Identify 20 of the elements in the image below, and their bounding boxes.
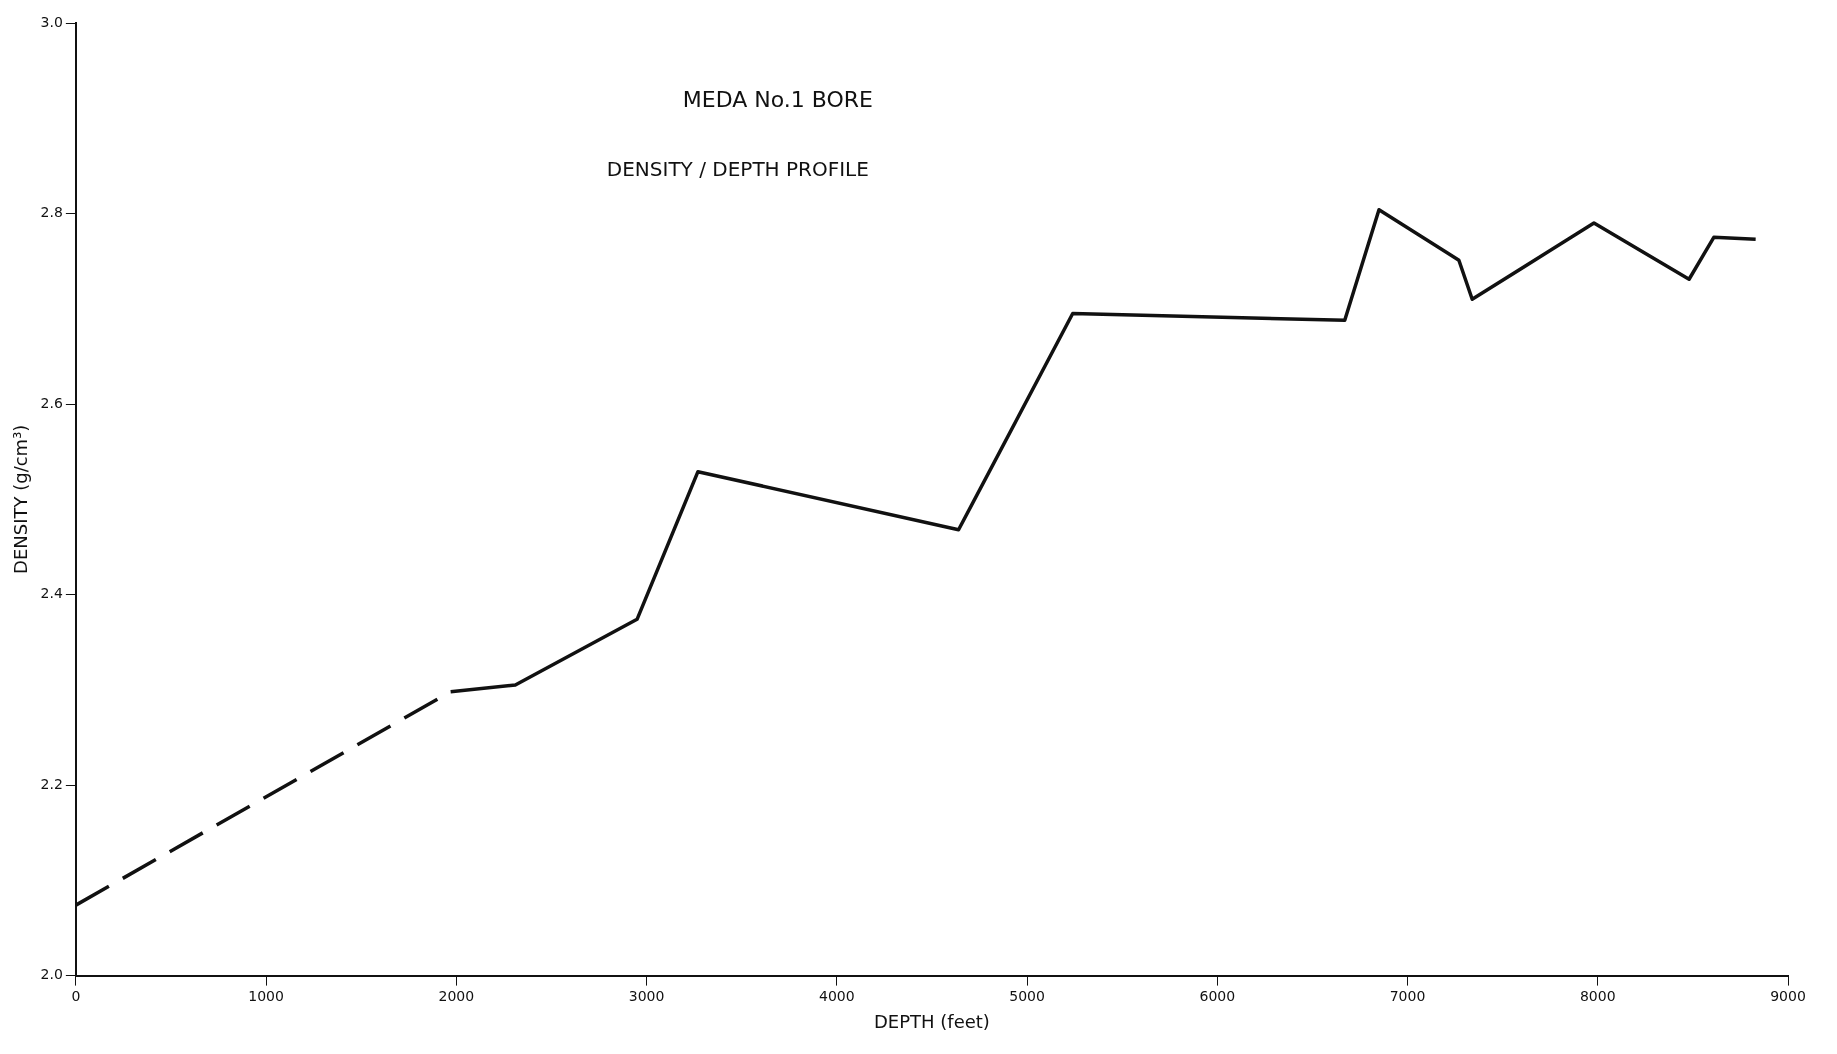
text: MEDA No.1 BORE [682, 86, 873, 112]
text: DENSITY / DEPTH PROFILE [606, 157, 869, 182]
x-tick-label: 3000 [628, 987, 665, 1004]
x-tick-label: 2000 [438, 987, 475, 1004]
x-tick-label: 0 [71, 987, 81, 1004]
y-tick-label: 2.6 [40, 394, 63, 411]
y-tick-label: 2.4 [40, 585, 63, 602]
x-tick-label: 5000 [1009, 987, 1045, 1004]
x-tick-label: 1000 [248, 987, 284, 1004]
x-tick-label: 9000 [1770, 987, 1806, 1004]
x-tick-label: 4000 [818, 987, 855, 1004]
x-tick-label: 7000 [1389, 987, 1426, 1004]
x-tick-label: 6000 [1199, 987, 1236, 1004]
y-axis-title: DENSITY (g/cm³) [10, 424, 32, 574]
y-tick-label: 2.2 [40, 775, 63, 792]
x-tick-label: 8000 [1579, 987, 1616, 1004]
y-tick-label: 2.8 [40, 204, 63, 221]
x-axis-title: DEPTH (feet) [873, 1010, 990, 1032]
y-tick-label: 2.0 [40, 966, 63, 983]
y-tick-label: 3.0 [40, 13, 63, 30]
